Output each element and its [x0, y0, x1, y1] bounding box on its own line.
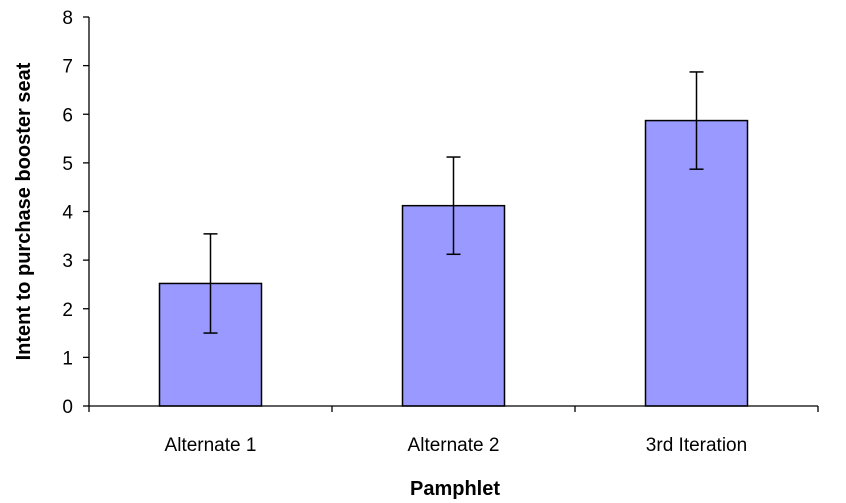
y-tick-label: 2 [62, 300, 73, 321]
x-axis-title: Pamphlet [410, 478, 500, 500]
y-tick-label: 8 [62, 8, 73, 29]
x-tick-label: Alternate 1 [165, 435, 257, 456]
y-tick-label: 4 [62, 203, 73, 224]
x-tick-label: 3rd Iteration [646, 435, 747, 456]
x-tick-label: Alternate 2 [408, 435, 500, 456]
y-ticks-layer: 0 1 2 3 4 5 6 7 8 [62, 8, 89, 418]
x-ticks-layer: Alternate 1 Alternate 2 3rd Iteration [88, 406, 819, 456]
y-axis-title: Intent to purchase booster seat [13, 62, 35, 360]
y-tick-label: 3 [62, 251, 73, 272]
y-tick-label: 0 [62, 397, 73, 418]
y-tick-label: 7 [62, 57, 73, 78]
y-tick-label: 6 [62, 105, 73, 126]
error-bars-layer [203, 71, 704, 334]
y-tick-label: 5 [62, 154, 73, 175]
y-tick-label: 1 [62, 348, 73, 369]
